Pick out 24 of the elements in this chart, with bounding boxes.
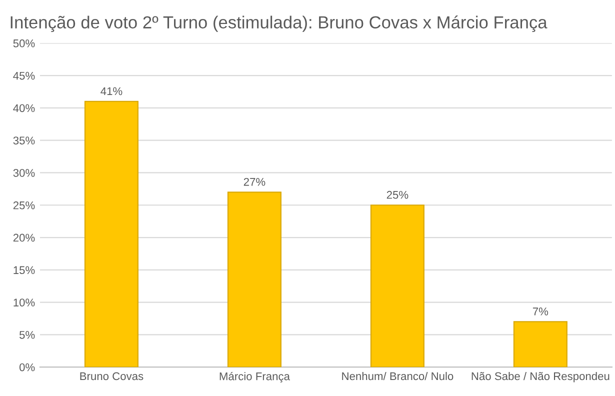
data-label: 7% <box>532 308 548 316</box>
y-tick-label: 5% <box>20 331 35 339</box>
y-tick-label: 10% <box>14 298 35 306</box>
y-tick-label: 25% <box>13 201 35 210</box>
y-tick-label: 50% <box>13 39 35 48</box>
chart-title: Intenção de voto 2º Turno (estimulada): Bruno Covas x Márcio França <box>10 16 548 32</box>
bar <box>513 321 568 368</box>
x-tick-label: Não Sabe / Não Respondeu <box>472 372 610 382</box>
y-tick-label: 15% <box>14 266 35 274</box>
data-label: 41% <box>100 87 122 96</box>
data-label: 27% <box>244 178 266 186</box>
x-tick-label: Márcio França <box>220 372 290 382</box>
y-tick-label: 20% <box>13 234 35 242</box>
data-label: 25% <box>386 190 408 199</box>
y-tick-label: 45% <box>13 72 35 80</box>
y-tick-label: 30% <box>13 169 35 177</box>
y-tick-label: 35% <box>13 136 35 144</box>
y-tick-label: 40% <box>13 104 35 112</box>
bar <box>370 204 424 368</box>
x-tick-label: Bruno Covas <box>80 372 144 380</box>
bar <box>84 100 138 368</box>
y-tick-label: 0% <box>19 363 35 372</box>
x-tick-label: Nenhum/ Branco/ Nulo <box>342 372 454 380</box>
bar <box>227 192 282 368</box>
